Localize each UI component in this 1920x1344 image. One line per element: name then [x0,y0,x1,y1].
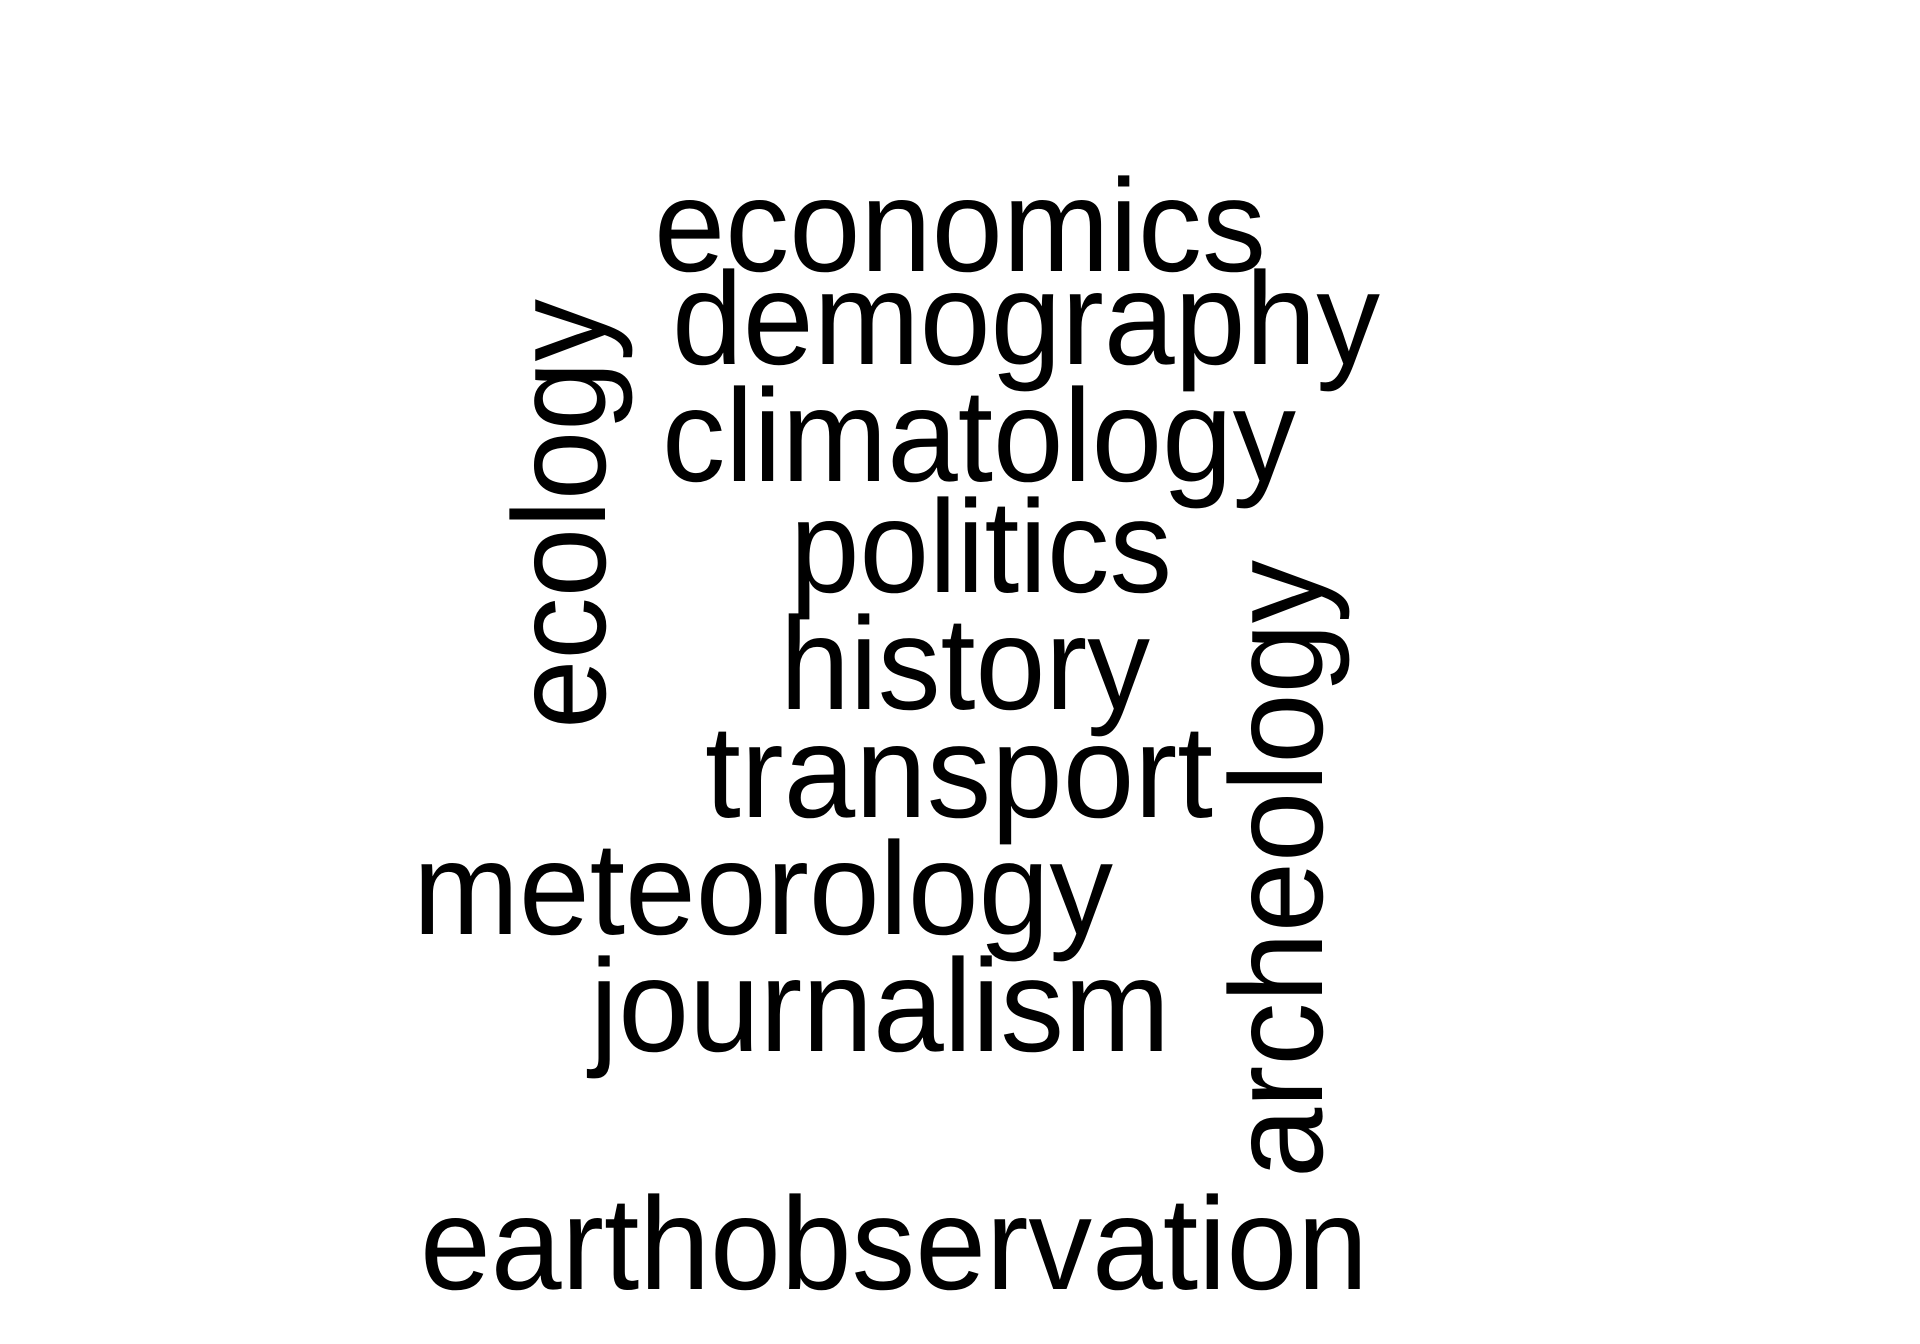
word-meteorology: meteorology [413,815,1113,962]
word-climatology: climatology [662,362,1296,509]
word-journalism: journalism [586,932,1170,1079]
word-economics: economics [654,152,1266,299]
word-archeology: archeology [1203,560,1350,1178]
word-ecology: ecology [486,299,633,729]
word-transport: transport [705,698,1213,845]
word-politics: politics [790,473,1172,620]
word-earthobservation: earthobservation [420,1170,1368,1317]
word-history: history [780,590,1150,737]
word-demography: demography [672,245,1380,392]
